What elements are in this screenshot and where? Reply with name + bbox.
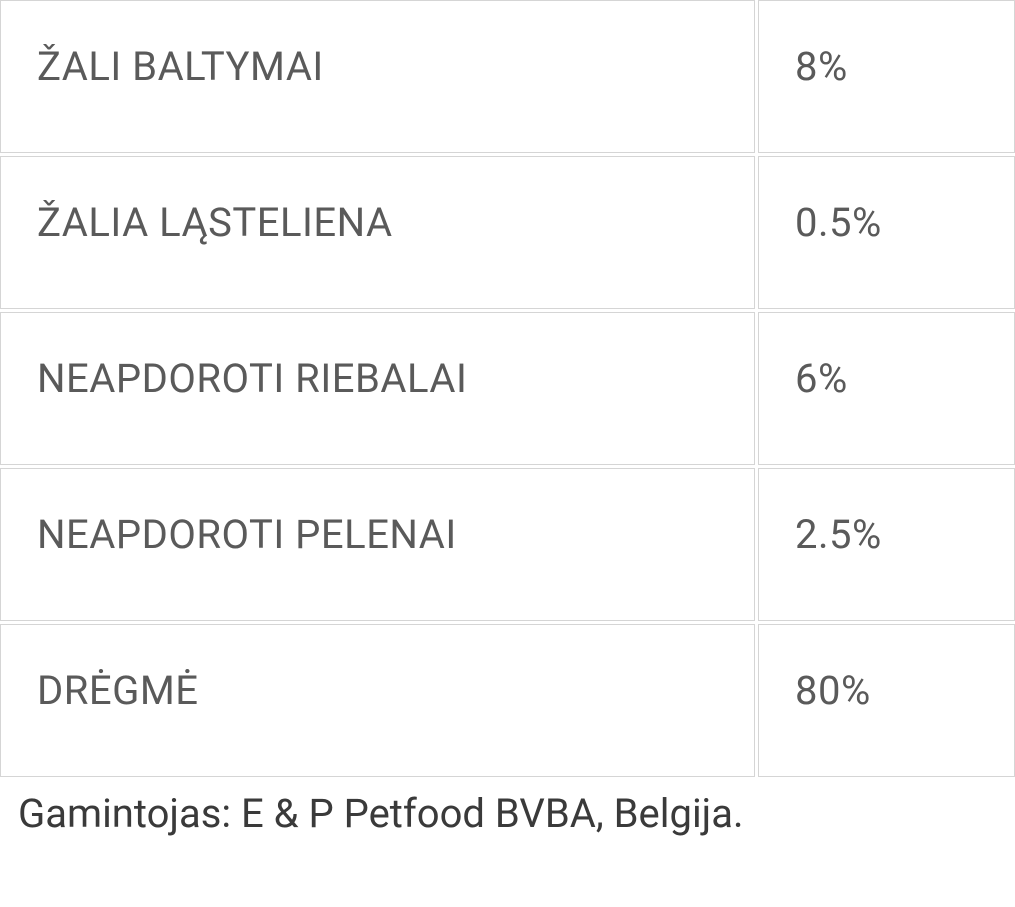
nutrition-value: 8%: [758, 0, 1015, 153]
table-row: ŽALI BALTYMAI 8%: [0, 0, 1015, 153]
nutrition-table-container: ŽALI BALTYMAI 8% ŽALIA LĄSTELIENA 0.5% N…: [0, 0, 1015, 837]
table-row: ŽALIA LĄSTELIENA 0.5%: [0, 156, 1015, 309]
nutrition-label: ŽALIA LĄSTELIENA: [0, 156, 755, 309]
table-row: NEAPDOROTI PELENAI 2.5%: [0, 468, 1015, 621]
nutrition-label: NEAPDOROTI RIEBALAI: [0, 312, 755, 465]
nutrition-label: NEAPDOROTI PELENAI: [0, 468, 755, 621]
nutrition-label: DRĖGMĖ: [0, 624, 755, 777]
table-row: NEAPDOROTI RIEBALAI 6%: [0, 312, 1015, 465]
table-row: DRĖGMĖ 80%: [0, 624, 1015, 777]
nutrition-value: 0.5%: [758, 156, 1015, 309]
manufacturer-info: Gamintojas: E & P Petfood BVBA, Belgija.: [0, 780, 1015, 837]
nutrition-value: 6%: [758, 312, 1015, 465]
nutrition-value: 80%: [758, 624, 1015, 777]
nutrition-label: ŽALI BALTYMAI: [0, 0, 755, 153]
nutrition-value: 2.5%: [758, 468, 1015, 621]
